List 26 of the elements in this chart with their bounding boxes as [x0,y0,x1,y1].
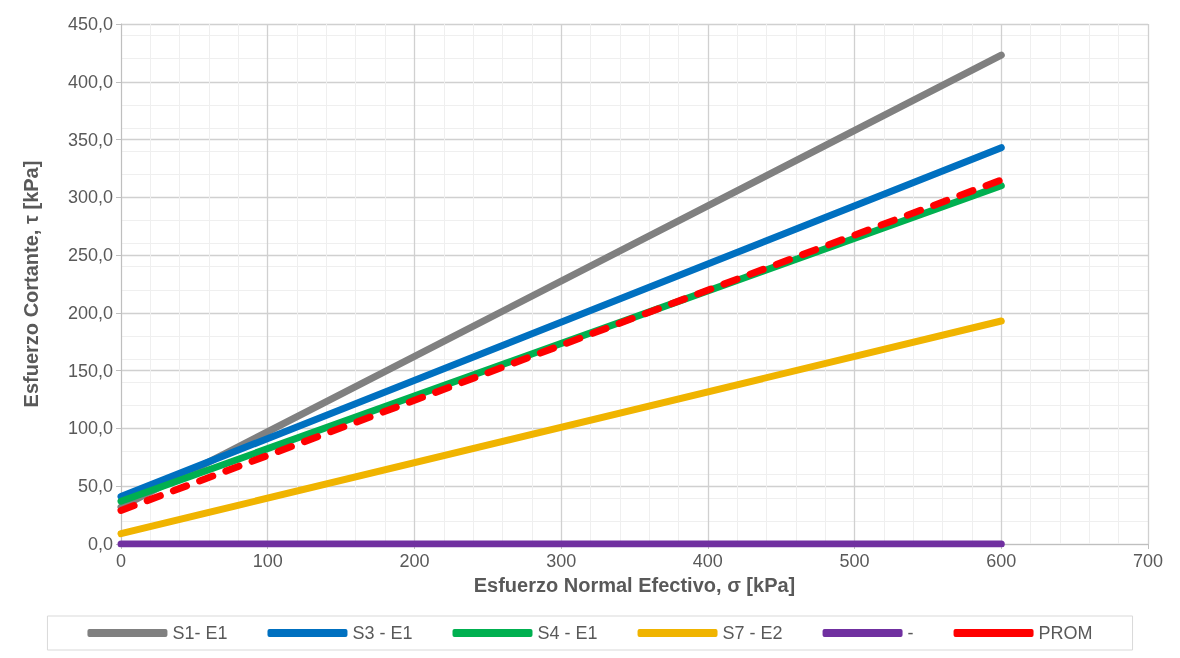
legend-label: S3 - E1 [352,623,413,643]
y-tick-label: 300,0 [67,187,113,208]
x-tick-label: 0 [115,551,127,571]
legend-label: S7 - E2 [722,623,783,643]
y-tick-label: 200,0 [67,302,113,323]
y-tick-label: 150,0 [67,360,113,381]
x-tick-label: 300 [546,551,577,571]
x-tick-label: 200 [399,551,430,571]
y-tick-label: 350,0 [67,129,113,150]
x-tick-label: 700 [1132,551,1164,571]
y-tick-label: 100,0 [67,418,113,439]
y-axis-title: Esfuerzo Cortante, τ [kPa] [20,160,42,408]
x-tick-label: 600 [986,551,1017,571]
legend-label: S4 - E1 [537,623,598,643]
legend-label: - [907,623,914,643]
x-axis-title: Esfuerzo Normal Efectivo, σ [kPa] [473,573,796,596]
x-tick-label: 100 [252,551,283,571]
y-tick-label: 50,0 [77,476,113,497]
y-tick-label: 400,0 [67,71,113,92]
y-tick-label: 250,0 [67,245,113,266]
y-tick-label: 0,0 [87,534,113,554]
x-tick-label: 400 [692,551,723,571]
x-tick-label: 500 [839,551,870,571]
legend-label: PROM [1038,623,1093,643]
y-tick-label: 450,0 [67,14,113,34]
legend-label: S1- E1 [172,623,228,643]
